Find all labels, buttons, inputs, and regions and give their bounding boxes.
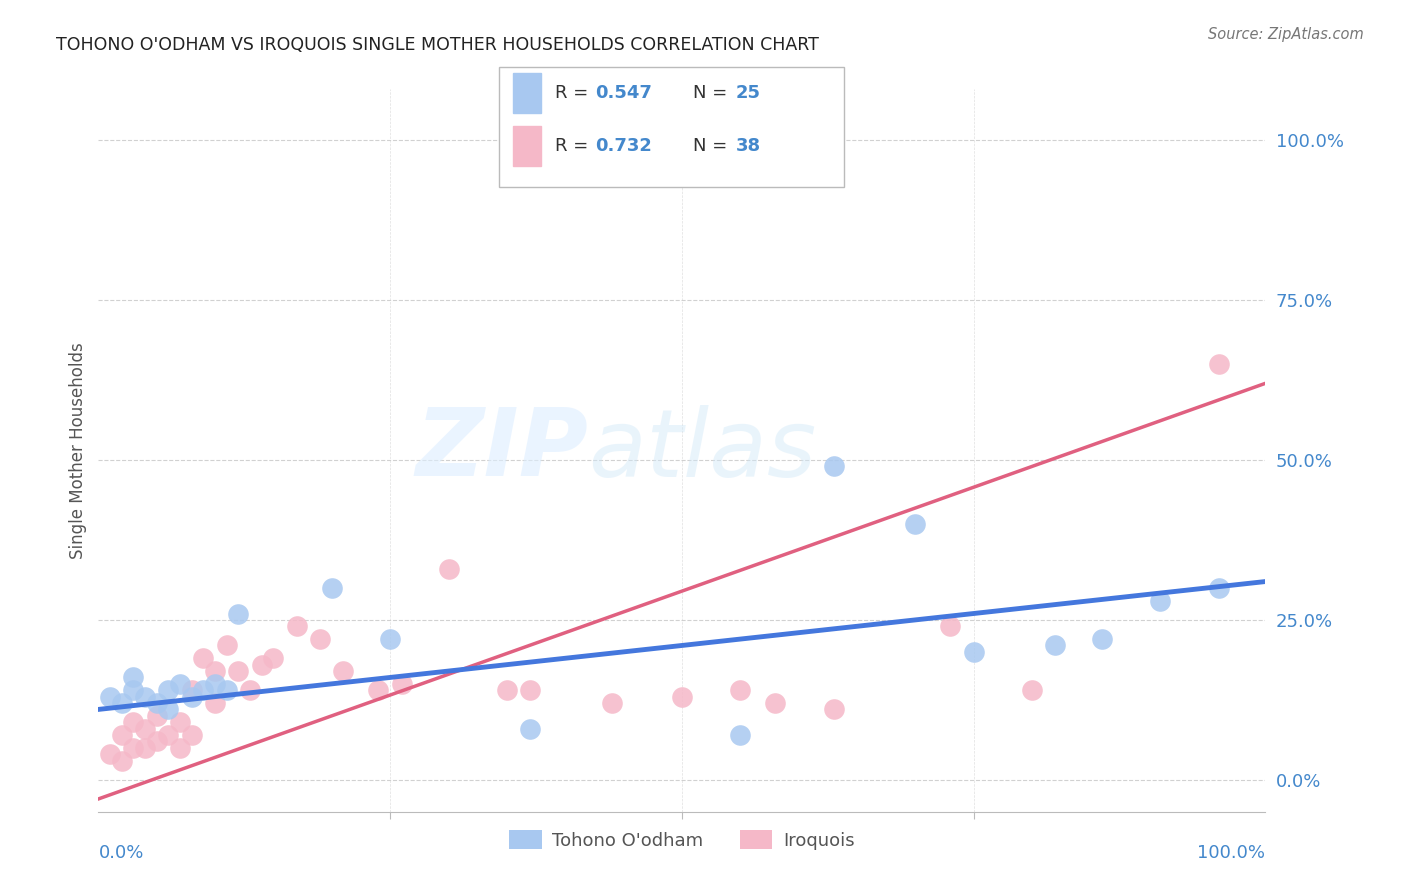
Point [111, 754, 134, 768]
Point [111, 696, 134, 710]
Point [730, 683, 752, 698]
Point [180, 690, 202, 704]
Point [391, 677, 413, 691]
Text: R =: R = [555, 136, 595, 154]
Point [169, 740, 191, 755]
Point [671, 690, 693, 704]
Legend: Tohono O'odham, Iroquois: Tohono O'odham, Iroquois [502, 823, 862, 857]
Point [1208, 357, 1230, 371]
Point [904, 516, 927, 531]
Point [437, 562, 460, 576]
Point [122, 740, 145, 755]
Point [939, 619, 962, 633]
Point [157, 728, 180, 742]
Point [519, 683, 541, 698]
Point [239, 683, 262, 698]
Point [157, 683, 180, 698]
Point [332, 664, 354, 678]
Point [730, 728, 752, 742]
Point [134, 722, 156, 736]
Point [122, 670, 145, 684]
Point [98, 690, 121, 704]
Point [204, 677, 226, 691]
Point [496, 683, 519, 698]
Text: 0.547: 0.547 [595, 84, 651, 102]
Point [367, 683, 389, 698]
Point [215, 683, 238, 698]
Point [285, 619, 308, 633]
Point [1149, 593, 1171, 607]
Point [111, 728, 134, 742]
Text: R =: R = [555, 84, 595, 102]
Point [146, 708, 169, 723]
Point [169, 715, 191, 730]
Text: 38: 38 [735, 136, 761, 154]
Point [228, 664, 250, 678]
Point [169, 677, 191, 691]
Point [1091, 632, 1114, 646]
Point [962, 645, 984, 659]
Point [193, 683, 215, 698]
Point [193, 651, 215, 665]
Point [321, 581, 343, 595]
Text: 0.0%: 0.0% [98, 844, 143, 862]
Point [519, 722, 541, 736]
Text: 100.0%: 100.0% [1198, 844, 1265, 862]
Point [180, 728, 202, 742]
Point [262, 651, 284, 665]
Point [98, 747, 121, 761]
Point [134, 740, 156, 755]
Point [204, 696, 226, 710]
Point [134, 690, 156, 704]
Text: Source: ZipAtlas.com: Source: ZipAtlas.com [1208, 27, 1364, 42]
Text: atlas: atlas [589, 405, 817, 496]
Point [215, 639, 238, 653]
Point [180, 683, 202, 698]
Text: N =: N = [693, 136, 733, 154]
Point [600, 696, 623, 710]
Point [823, 702, 845, 716]
Point [122, 683, 145, 698]
Point [204, 664, 226, 678]
Point [1208, 581, 1230, 595]
Point [157, 702, 180, 716]
Point [380, 632, 402, 646]
Point [823, 459, 845, 474]
Point [122, 715, 145, 730]
Text: 25: 25 [735, 84, 761, 102]
Point [309, 632, 332, 646]
Text: TOHONO O'ODHAM VS IROQUOIS SINGLE MOTHER HOUSEHOLDS CORRELATION CHART: TOHONO O'ODHAM VS IROQUOIS SINGLE MOTHER… [56, 36, 820, 54]
Text: 0.732: 0.732 [595, 136, 651, 154]
Point [146, 734, 169, 748]
Point [1045, 639, 1067, 653]
Point [763, 696, 786, 710]
Y-axis label: Single Mother Households: Single Mother Households [69, 343, 87, 558]
Text: N =: N = [693, 84, 733, 102]
Point [146, 696, 169, 710]
Point [228, 607, 250, 621]
Point [1021, 683, 1043, 698]
Text: ZIP: ZIP [416, 404, 589, 497]
Point [250, 657, 273, 672]
